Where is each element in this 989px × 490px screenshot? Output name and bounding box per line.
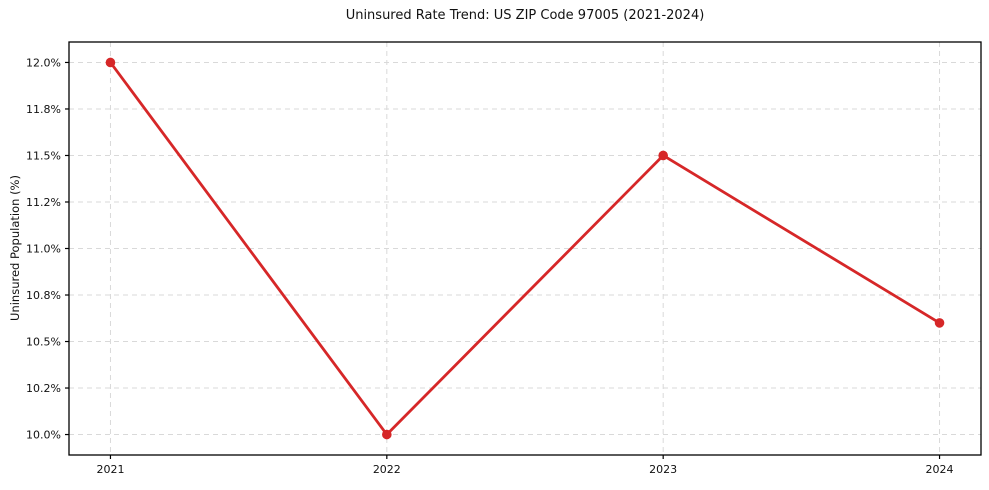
trend-line: [109, 61, 941, 436]
x-tick-label: 2023: [649, 463, 677, 476]
y-tick-label: 10.5%: [26, 336, 61, 349]
y-tick-label: 10.0%: [26, 429, 61, 442]
data-point-marker: [382, 429, 392, 440]
data-point-marker: [105, 57, 116, 68]
chart-title: Uninsured Rate Trend: US ZIP Code 97005 …: [345, 8, 705, 23]
y-tick-label: 11.8%: [26, 103, 61, 116]
y-tick-label: 11.0%: [26, 243, 61, 256]
y-tick-label: 10.8%: [26, 289, 61, 302]
x-tick-label: 2022: [373, 463, 401, 476]
data-point-marker: [934, 318, 945, 328]
y-tick-label: 12.0%: [26, 56, 61, 69]
y-tick-label: 11.5%: [26, 149, 61, 162]
x-tick-label: 2021: [96, 463, 124, 476]
y-tick-label: 11.2%: [26, 196, 61, 209]
y-tick-label: 10.2%: [26, 382, 61, 395]
data-point-marker: [658, 150, 668, 161]
x-tick-label: 2024: [926, 463, 954, 476]
plot-border: [68, 41, 982, 456]
